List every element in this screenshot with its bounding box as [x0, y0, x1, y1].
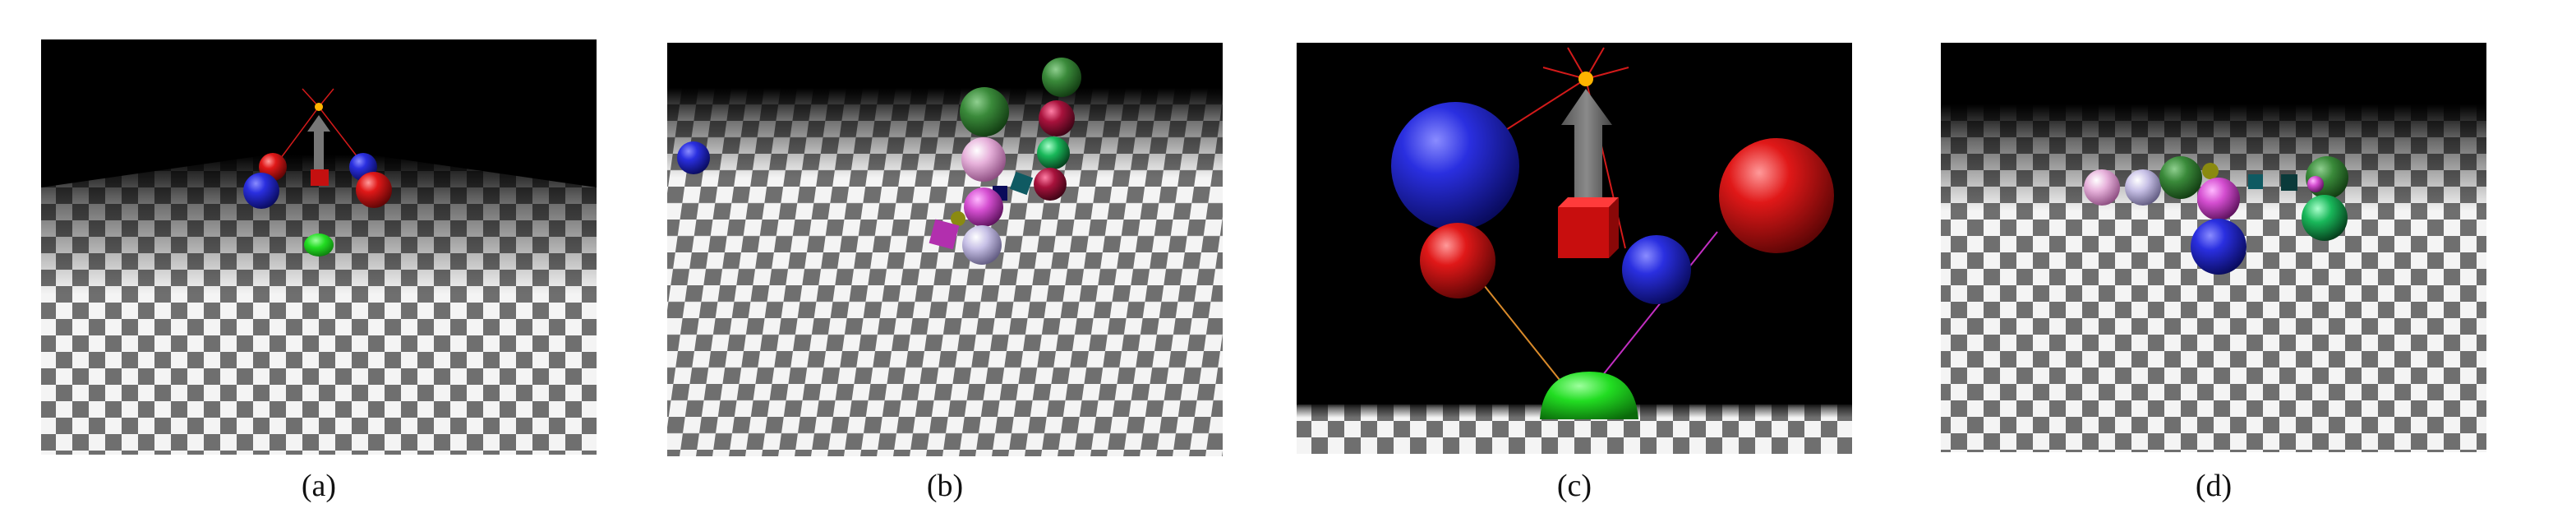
olive-sphere [2202, 163, 2219, 179]
crimson-sphere [1039, 100, 1075, 136]
scene-d [1941, 43, 2486, 452]
red-sphere [1719, 138, 1834, 253]
dark-green-sphere [960, 87, 1009, 136]
magenta-sphere [2307, 176, 2324, 192]
blue-sphere [677, 141, 710, 174]
green-dome [1540, 372, 1638, 419]
caption-b: (b) [926, 469, 964, 503]
lavender-sphere [2125, 169, 2161, 206]
olive-sphere [951, 211, 965, 226]
arrow-pointer [1561, 89, 1612, 211]
panel-c-render [1297, 43, 1852, 454]
blue-sphere [1622, 235, 1691, 304]
caption-a: (a) [301, 469, 337, 503]
panel-a-render [41, 39, 597, 455]
panel-b-render [667, 43, 1223, 456]
lavender-sphere [962, 225, 1002, 265]
caption-c: (c) [1556, 469, 1592, 503]
panel-d-render [1941, 43, 2486, 452]
dark-green-sphere [1042, 58, 1081, 97]
light-source-icon [315, 103, 323, 111]
pink-sphere [2084, 169, 2120, 206]
magenta-sphere [964, 187, 1003, 227]
caption-d: (d) [2195, 469, 2233, 503]
pink-sphere [961, 137, 1006, 182]
red-cube-side [1609, 197, 1619, 258]
light-source-icon [1578, 72, 1593, 86]
scene-b [667, 43, 1223, 456]
teal-cube [2248, 174, 2263, 189]
teal-cube [1009, 171, 1034, 196]
blue-sphere [2191, 219, 2247, 275]
teal-cube [2281, 174, 2297, 191]
scene-a [41, 39, 597, 455]
mint-sphere [1037, 136, 1070, 169]
red-sphere [1420, 223, 1495, 298]
blue-sphere [243, 173, 279, 209]
red-cube [1558, 207, 1609, 258]
dark-green-sphere [2159, 156, 2202, 199]
scene-c [1297, 43, 1852, 454]
mint-sphere [2302, 195, 2348, 241]
red-cube [311, 169, 329, 186]
arrow-pointer [307, 115, 330, 171]
red-sphere [356, 172, 392, 208]
magenta-sphere [2197, 178, 2240, 220]
red-cube-top [1558, 197, 1619, 207]
crimson-sphere [1034, 168, 1067, 201]
green-dome [304, 233, 334, 257]
blue-sphere [1391, 102, 1519, 230]
magenta-cube [929, 219, 960, 250]
